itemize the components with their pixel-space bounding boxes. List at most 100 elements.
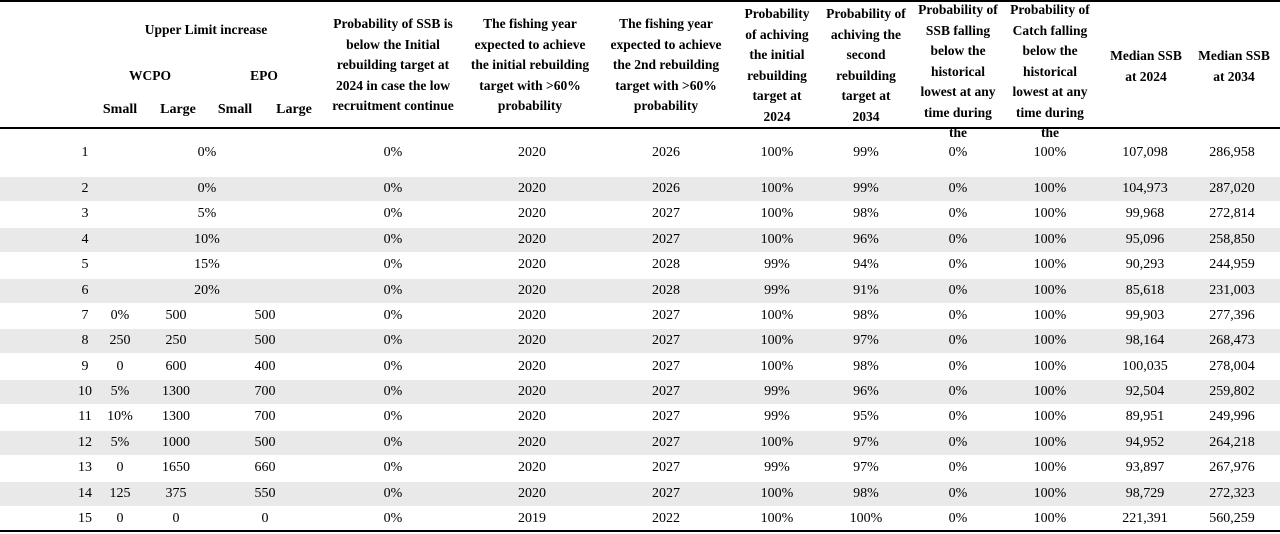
header-line: Probability of xyxy=(1010,2,1090,17)
row-band xyxy=(0,279,1280,303)
cell-ws: 0 xyxy=(116,359,124,374)
cell-y1: 2020 xyxy=(518,384,546,399)
cell-p2: 99% xyxy=(764,257,790,272)
cell-wl: 1300 xyxy=(162,384,190,399)
cell-n: 11 xyxy=(78,409,92,424)
cell-ws: 10% xyxy=(107,409,133,424)
cell-m1: 221,391 xyxy=(1122,511,1168,526)
cell-p4: 0% xyxy=(948,409,968,424)
header-median-2024: Median SSB at 2024 xyxy=(1098,46,1194,87)
cell-y1: 2020 xyxy=(518,206,546,221)
cell-n: 15 xyxy=(78,511,92,526)
header-year-initial: The fishing year expected to achieve the i… xyxy=(462,14,598,117)
header-prob-initial-2024: Probability of achiving the initial rebuild… xyxy=(736,4,818,127)
cell-p4: 0% xyxy=(948,384,968,399)
cell-n: 7 xyxy=(81,308,89,323)
cell-y1: 2019 xyxy=(518,511,546,526)
cell-ws: 5% xyxy=(110,435,130,450)
cell-n: 2 xyxy=(81,181,89,196)
cell-es: 500 xyxy=(254,435,276,450)
header-line: Probability of SSB is xyxy=(333,16,453,31)
cell-p1: 0% xyxy=(383,409,403,424)
cell-p3: 98% xyxy=(853,206,879,221)
cell-m1: 85,618 xyxy=(1125,283,1165,298)
cell-p5: 100% xyxy=(1033,460,1067,475)
header-upper-limit: Upper Limit increase xyxy=(144,22,268,37)
header-line: the initial xyxy=(749,47,805,62)
cell-y1: 2020 xyxy=(518,435,546,450)
cell-y2: 2027 xyxy=(652,359,680,374)
cell-p5: 100% xyxy=(1033,283,1067,298)
cell-m2: 258,850 xyxy=(1209,232,1255,247)
cell-y2: 2026 xyxy=(652,181,680,196)
header-line: 2024 in case the low xyxy=(336,77,450,93)
header-line: 2024 xyxy=(763,108,791,124)
cell-y1: 2020 xyxy=(518,486,546,501)
cell-wl: 1300 xyxy=(162,409,190,424)
cell-y2: 2027 xyxy=(652,409,680,424)
cell-m1: 94,952 xyxy=(1125,435,1165,450)
header-line: target with >60% xyxy=(479,77,581,93)
cell-m2: 249,996 xyxy=(1209,409,1255,424)
header-line: rebuilding xyxy=(836,67,896,83)
header-line: Probability of xyxy=(918,2,998,17)
cell-m2: 264,218 xyxy=(1209,435,1255,450)
header-line: target at xyxy=(841,88,891,103)
cell-p2: 100% xyxy=(760,206,794,221)
header-prob-second-2034: Probability of achiving the second rebuildi… xyxy=(818,4,914,127)
cell-m2: 272,814 xyxy=(1209,206,1255,221)
header-line: expected to achieve xyxy=(610,36,722,52)
header-line: Median SSB xyxy=(1198,48,1270,63)
cell-m2: 267,976 xyxy=(1209,460,1255,475)
cell-p3: 97% xyxy=(853,333,879,348)
cell-span: 15% xyxy=(194,257,220,272)
cell-m2: 268,473 xyxy=(1209,333,1255,348)
header-line: The fishing year xyxy=(483,16,577,31)
cell-n: 4 xyxy=(81,232,89,247)
cell-p1: 0% xyxy=(383,232,403,247)
cell-m1: 93,897 xyxy=(1125,460,1165,475)
cell-m2: 287,020 xyxy=(1209,181,1255,196)
cell-m1: 107,098 xyxy=(1122,145,1168,160)
cell-p3: 97% xyxy=(853,435,879,450)
header-line: target with >60% xyxy=(615,77,717,93)
header-line: expected to achieve xyxy=(474,36,586,52)
header-wcpo-large: Large xyxy=(160,102,196,117)
cell-p3: 98% xyxy=(853,486,879,501)
header-line: SSB falling xyxy=(925,22,991,38)
header-line: historical xyxy=(1023,63,1077,79)
cell-span: 0% xyxy=(197,181,217,196)
cell-p2: 99% xyxy=(764,384,790,399)
cell-m1: 92,504 xyxy=(1125,384,1165,399)
cell-p5: 100% xyxy=(1033,181,1067,196)
cell-p1: 0% xyxy=(383,359,403,374)
cell-y1: 2020 xyxy=(518,409,546,424)
header-epo: EPO xyxy=(250,68,278,83)
cell-y1: 2020 xyxy=(518,359,546,374)
cell-m2: 277,396 xyxy=(1209,308,1255,323)
cell-p4: 0% xyxy=(948,206,968,221)
cell-p1: 0% xyxy=(383,435,403,450)
row-band xyxy=(0,380,1280,404)
cell-p4: 0% xyxy=(948,283,968,298)
cell-p1: 0% xyxy=(383,460,403,475)
cell-p1: 0% xyxy=(383,206,403,221)
cell-es: 660 xyxy=(254,460,276,475)
header-prob-catch-lowest: Probability of Catch falling below the hist… xyxy=(1002,0,1098,144)
cell-y1: 2020 xyxy=(518,460,546,475)
cell-y2: 2027 xyxy=(652,308,680,323)
cell-ws: 0% xyxy=(110,308,130,323)
row-band xyxy=(0,329,1280,353)
cell-es: 500 xyxy=(254,308,276,323)
cell-es: 0 xyxy=(261,511,269,526)
header-wcpo-small: Small xyxy=(102,102,138,117)
cell-wl: 500 xyxy=(165,308,187,323)
row-band xyxy=(0,228,1280,252)
cell-y2: 2027 xyxy=(652,333,680,348)
cell-p4: 0% xyxy=(948,435,968,450)
cell-p3: 99% xyxy=(853,181,879,196)
header-line: probability xyxy=(497,98,563,113)
cell-p2: 100% xyxy=(760,359,794,374)
cell-wl: 0 xyxy=(172,511,180,526)
cell-span: 5% xyxy=(197,206,217,221)
